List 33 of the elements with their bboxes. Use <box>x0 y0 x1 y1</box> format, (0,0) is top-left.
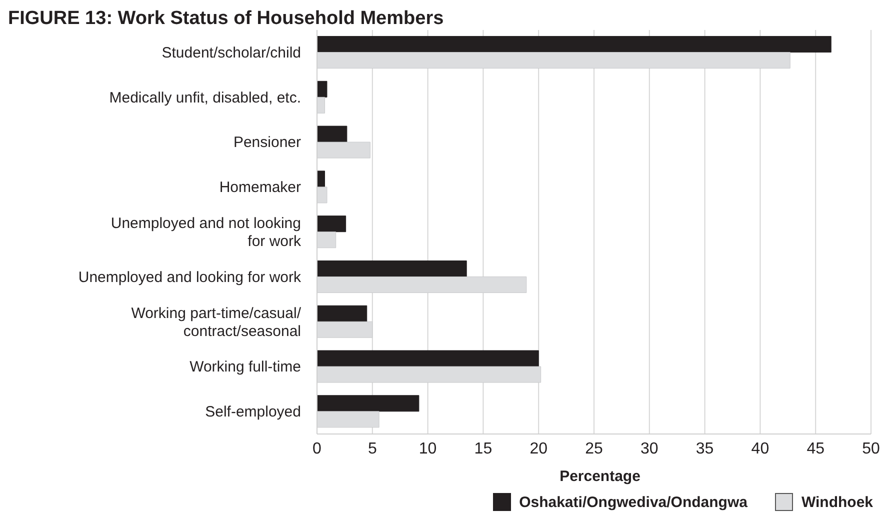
x-tick-label: 0 <box>312 440 322 458</box>
x-tick-label: 40 <box>751 440 770 458</box>
x-tick-label: 5 <box>368 440 377 458</box>
bar <box>317 350 539 367</box>
legend-label: Windhoek <box>801 494 873 510</box>
bar <box>317 260 467 277</box>
chart-title: FIGURE 13: Work Status of Household Members <box>8 8 445 30</box>
bar <box>317 395 420 412</box>
y-tick-label: Homemaker <box>219 178 302 196</box>
x-tick-label: 45 <box>806 440 825 458</box>
y-tick-label: Working full-time <box>190 358 301 376</box>
x-tick-label: 15 <box>474 440 492 458</box>
bar <box>317 216 346 232</box>
y-tick-label: Pensioner <box>233 134 301 151</box>
y-tick-label: Unemployed and not looking for work <box>110 214 302 250</box>
y-tick-label: Working part-time/casual/contract/seasonal <box>131 304 302 340</box>
y-tick-label: Medically unfit, disabled, etc. <box>109 88 301 106</box>
y-tick-label: Student/scholar/child <box>162 44 301 61</box>
x-tick-label: 10 <box>418 440 437 458</box>
x-tick-label: 30 <box>640 440 658 458</box>
bar <box>317 80 328 98</box>
x-tick-label: 35 <box>696 440 714 458</box>
bar <box>317 36 832 53</box>
x-tick-label: 25 <box>585 440 603 458</box>
x-tick-label: 20 <box>530 440 548 458</box>
bar <box>317 126 348 142</box>
bar <box>317 305 368 322</box>
x-tick-label: 50 <box>862 440 880 458</box>
y-tick-label: Unemployed and looking for work <box>78 268 302 286</box>
bar <box>317 170 326 188</box>
legend-label: Oshakati/Ongwediva/Ondangwa <box>519 494 748 510</box>
y-tick-label: Self-employed <box>205 403 301 420</box>
x-axis-title: Percentage <box>558 468 642 485</box>
